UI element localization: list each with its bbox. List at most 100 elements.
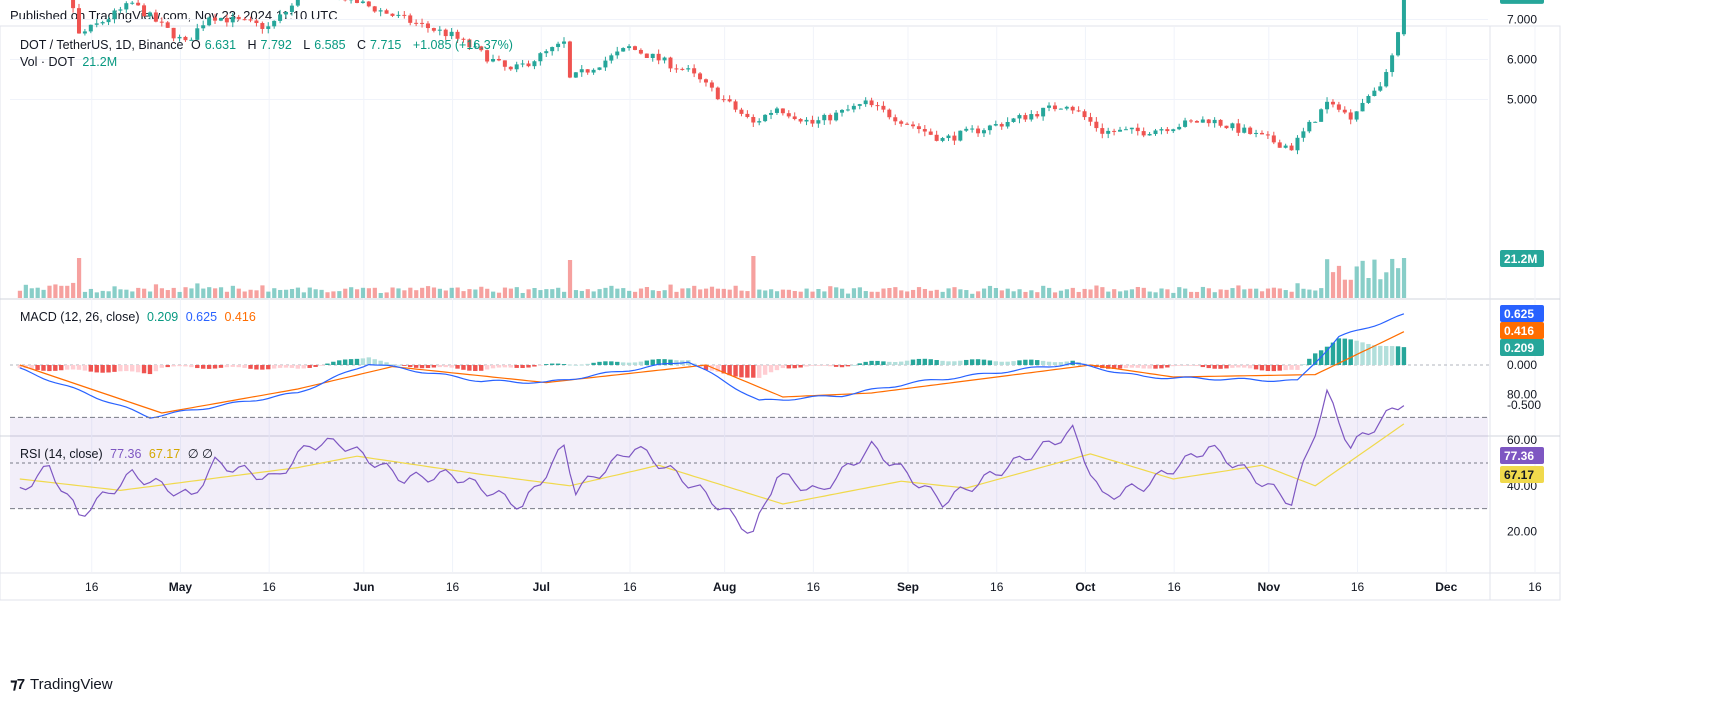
macd-histogram-bar — [360, 358, 366, 365]
volume-bar — [1141, 287, 1146, 298]
volume-bar — [1265, 288, 1271, 298]
candle-body — [845, 109, 850, 111]
volume-bar — [23, 284, 28, 298]
volume-bar — [668, 284, 673, 298]
volume-bar — [1070, 287, 1075, 298]
candle-body — [1159, 129, 1164, 131]
macd-histogram-bar — [644, 360, 650, 365]
volume-bar — [698, 289, 703, 298]
volume-bar — [1372, 259, 1377, 298]
macd-line — [19, 313, 1405, 419]
volume-bar — [828, 286, 833, 298]
macd-histogram-bar — [1188, 365, 1194, 366]
macd-label: MACD (12, 26, close) — [20, 310, 140, 324]
macd-histogram-bar — [473, 365, 478, 371]
candle-body — [1360, 102, 1365, 112]
candle-body — [402, 14, 407, 16]
volume-bar — [278, 289, 283, 298]
candle-body — [118, 9, 123, 11]
volume-bar — [1041, 285, 1046, 298]
volume-bar — [976, 291, 981, 298]
symbol-legend[interactable]: DOT / TetherUS, 1D, Binance O 6.631 H 7.79… — [20, 38, 517, 52]
volume-bar — [1047, 287, 1052, 298]
candle-body — [840, 109, 845, 113]
macd-histogram-bar — [289, 365, 295, 368]
volume-value: 21.2M — [82, 55, 118, 69]
candle-body — [585, 69, 590, 73]
candle-body — [177, 36, 182, 39]
macd-histogram-bar — [1200, 365, 1206, 368]
candle-body — [1378, 86, 1383, 91]
candle-body — [627, 46, 632, 49]
macd-histogram-bar — [538, 365, 543, 366]
macd-histogram-bar — [189, 365, 194, 368]
candle-body — [1194, 121, 1199, 123]
macd-histogram-bar — [17, 365, 23, 368]
candle-body — [1029, 114, 1034, 120]
macd-histogram-bar — [786, 365, 791, 369]
volume-bar — [207, 287, 212, 298]
candle-body — [1171, 129, 1176, 132]
candle-body — [757, 121, 762, 123]
macd-histogram-bar — [910, 359, 916, 365]
candle-body — [1336, 104, 1341, 110]
candle-body — [455, 31, 460, 39]
volume-legend[interactable]: Vol · DOT 21.2M — [20, 55, 121, 69]
volume-bar — [218, 287, 224, 298]
volume-bar — [1254, 288, 1259, 298]
macd-histogram-bar — [762, 365, 768, 375]
time-axis-label: 16 — [990, 580, 1004, 594]
volume-bar — [1224, 289, 1229, 298]
macd-histogram-bar — [579, 364, 584, 366]
candle-body — [804, 119, 809, 122]
macd-histogram-bar — [928, 359, 933, 365]
tradingview-logo[interactable]: ⁊7 TradingView — [10, 675, 113, 694]
volume-bar — [656, 291, 661, 298]
macd-histogram-bar — [1023, 359, 1028, 365]
candle-body — [1005, 121, 1010, 127]
candle-body — [851, 105, 856, 110]
candle-body — [100, 22, 105, 24]
candle-body — [1023, 115, 1028, 120]
candle-body — [449, 31, 454, 37]
macd-legend[interactable]: MACD (12, 26, close) 0.209 0.625 0.416 — [20, 310, 260, 324]
macd-signal-line — [19, 331, 1405, 414]
candle-body — [869, 100, 874, 106]
candle-body — [1135, 127, 1140, 132]
close-value: 7.715 — [370, 38, 402, 52]
volume-bar — [1259, 291, 1265, 298]
candle-body — [905, 123, 910, 125]
high-label: H — [247, 38, 257, 52]
rsi-ma-value: 67.17 — [148, 447, 181, 461]
candle-body — [1177, 126, 1182, 130]
candle-body — [632, 46, 637, 50]
macd-histogram-bar — [662, 359, 667, 365]
rsi-legend[interactable]: RSI (14, close) 77.36 67.17 ∅ ∅ — [20, 446, 217, 461]
macd-histogram-bar — [514, 365, 519, 368]
volume-bar — [792, 291, 797, 298]
volume-bar — [254, 290, 259, 298]
volume-bar — [508, 288, 513, 298]
macd-histogram-bar — [35, 365, 40, 370]
candle-body — [1082, 111, 1087, 118]
volume-bar — [964, 290, 969, 298]
macd-histogram-bar — [337, 360, 342, 365]
candle-body — [491, 59, 496, 62]
volume-bar — [1135, 286, 1140, 298]
macd-histogram-bar — [408, 365, 413, 367]
volume-bar — [638, 288, 644, 298]
candle-body — [579, 69, 584, 73]
macd-histogram-bar — [295, 365, 301, 369]
candle-body — [147, 12, 152, 17]
volume-bar — [372, 287, 377, 298]
candle-body — [165, 22, 170, 28]
volume-bar — [804, 288, 809, 298]
candle-body — [1076, 110, 1081, 112]
macd-histogram-bar — [827, 365, 833, 367]
time-axis-label: 16 — [446, 580, 460, 594]
candle-body — [425, 23, 430, 29]
volume-bar — [496, 292, 502, 298]
candle-body — [1200, 119, 1205, 123]
candle-body — [668, 57, 673, 69]
